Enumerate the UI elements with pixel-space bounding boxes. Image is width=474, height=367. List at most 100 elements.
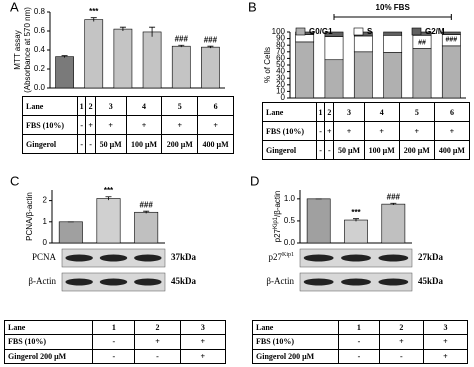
y-tick-label: 0.5 — [284, 216, 296, 225]
table-cell: - — [85, 134, 96, 154]
table-cell: - — [338, 334, 380, 350]
blot-band — [134, 254, 162, 262]
bar — [113, 28, 133, 89]
table-cell: 5 — [398, 102, 435, 122]
error-bar — [105, 196, 112, 201]
table-cell: + — [179, 348, 227, 365]
y-tick-label: 1 — [43, 217, 48, 226]
table-cell: + — [197, 115, 234, 135]
table-cell: Lane — [252, 319, 339, 336]
error-bar — [353, 218, 359, 222]
table-cell: 2 — [85, 96, 96, 116]
condition-table: Lane 1 2 3 4 5 6 FBS (10%) - + + + + + Gingerol - -50 μM… — [22, 96, 234, 154]
blot-band — [341, 254, 371, 262]
annotation: *** — [351, 208, 361, 217]
bar-segment — [353, 51, 373, 99]
y-tick-label: 0.6 — [34, 26, 46, 35]
y-tick-label: 80 — [276, 40, 285, 49]
table-cell: FBS (10%) — [262, 121, 317, 141]
y-tick-label: 50 — [276, 60, 285, 69]
table-cell: 5 — [161, 96, 199, 116]
panel-label: D — [250, 173, 259, 188]
table-cell: Lane — [262, 102, 317, 122]
y-tick-label: 0.4 — [34, 45, 46, 54]
table-cell: - — [378, 348, 424, 365]
y-axis-label: % of Cells — [263, 47, 272, 83]
y-tick-label: 90 — [276, 34, 285, 43]
error-bar — [143, 210, 150, 214]
table-cell: 200 μM — [161, 134, 199, 154]
table-cell: 2 — [378, 319, 424, 336]
annotation: *** — [89, 7, 99, 16]
y-label-part: PCNA/β-actin — [25, 192, 34, 241]
table-row: Lane 1 2 3 — [252, 319, 469, 336]
table-cell: 2 — [134, 319, 181, 336]
bar — [201, 46, 220, 89]
error-bar — [207, 45, 214, 49]
y-axis-label: p27Kip1/β-actin — [273, 191, 283, 243]
bar — [171, 45, 191, 89]
table-cell: + — [324, 121, 335, 141]
condition-table: Lane 1 2 3 FBS (10%) - + + Gingerol 200 μM - - + — [3, 319, 227, 365]
table-cell: 6 — [433, 102, 471, 122]
bar — [381, 203, 406, 244]
title-bracket — [333, 14, 452, 20]
blot-band — [134, 278, 162, 286]
y-tick-label: 40 — [276, 67, 285, 76]
blot-band — [65, 254, 93, 262]
table-cell: - — [76, 115, 87, 135]
blot-band — [378, 278, 409, 286]
error-bar — [390, 202, 397, 206]
y-tick-label: 2 — [43, 196, 48, 205]
y-axis-label: MTT assay(Absorbance at 570 nm) — [13, 7, 32, 93]
table-cell: + — [422, 348, 469, 365]
blot-protein-name: β-Actin — [266, 276, 294, 286]
table-cell: 50 μM — [333, 140, 365, 160]
table-cell: 1 — [315, 102, 326, 122]
table-cell: + — [378, 334, 424, 350]
table-cell: + — [398, 121, 435, 141]
table-cell: Gingerol — [262, 140, 317, 160]
table-cell: + — [125, 115, 163, 135]
bar-segment — [441, 45, 461, 99]
table-cell: - — [92, 334, 136, 350]
blot-band — [65, 278, 93, 286]
blot-band — [303, 278, 334, 286]
annotation: ## — [418, 39, 426, 46]
bar-segment — [383, 31, 403, 36]
table-cell: 4 — [363, 102, 400, 122]
table-cell: 3 — [94, 96, 127, 116]
table-cell: - — [92, 348, 136, 365]
condition-table: Lane 1 2 3 FBS (10%) - + + Gingerol 200 μM - - + — [252, 319, 469, 365]
table-cell: + — [179, 334, 227, 350]
blot-band — [99, 254, 128, 262]
table-cell: 1 — [338, 319, 380, 336]
y-tick-label: 0.0 — [34, 83, 46, 92]
table-row: FBS (10%) - + + + + + — [262, 121, 471, 141]
y-tick-label: 70 — [276, 47, 285, 56]
blot-protein: β-Actin — [28, 276, 56, 286]
table-cell: Gingerol 200 μM — [3, 348, 94, 365]
bar-segment — [383, 52, 403, 99]
table-cell: 1 — [92, 319, 136, 336]
annotation: ### — [387, 192, 401, 201]
error-bar — [178, 44, 185, 48]
bar — [96, 198, 121, 244]
table-cell: - — [324, 140, 335, 160]
table-cell: Gingerol 200 μM — [252, 348, 339, 365]
legend-label: G0/G1 — [309, 27, 333, 36]
bar-segment — [441, 31, 461, 35]
table-cell: FBS (10%) — [3, 334, 94, 350]
table-cell: + — [85, 115, 96, 135]
bar-segment — [353, 35, 373, 53]
y-tick-label: 0.0 — [284, 238, 296, 247]
table-row: Lane 1 2 3 4 5 6 — [262, 102, 471, 122]
table-cell: - — [134, 348, 181, 365]
blot-protein-name: p27 — [269, 252, 283, 262]
blot-band — [378, 254, 409, 262]
panel-label: B — [248, 0, 257, 14]
table-cell: + — [94, 115, 127, 135]
table-row: Gingerol - -50 μM 100 μM 200 μM 400 μM — [262, 140, 471, 160]
legend-swatch — [411, 27, 422, 36]
table-cell: 6 — [197, 96, 234, 116]
